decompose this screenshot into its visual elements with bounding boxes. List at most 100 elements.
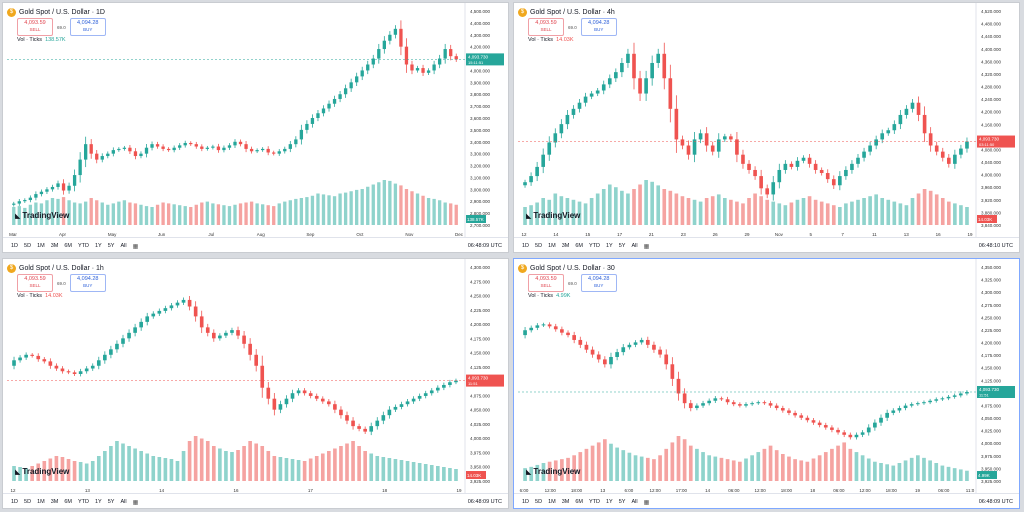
volume-bar xyxy=(211,446,216,481)
timeframe-button[interactable]: 1D xyxy=(522,499,530,505)
tradingview-logo[interactable]: ◣ TradingView xyxy=(526,211,580,220)
timeframe-button[interactable]: 3M xyxy=(561,243,570,249)
timeframe-button[interactable]: 1Y xyxy=(94,243,102,249)
price-chart[interactable]: 4,520.000 4,480.000 4,440.000 4,400.000 4,36… xyxy=(514,3,1020,253)
sell-button[interactable]: 4,093.59 SELL xyxy=(17,18,53,36)
volume-legend[interactable]: Vol · Ticks 14.03K xyxy=(528,37,574,43)
buy-button[interactable]: 4,094.28 BUY xyxy=(69,274,106,292)
timeframe-button[interactable]: 1M xyxy=(548,243,556,249)
timeframe-button[interactable]: 3M xyxy=(50,499,59,505)
tradingview-logo[interactable]: ◣ TradingView xyxy=(15,211,69,220)
timeframe-button[interactable]: 1D xyxy=(522,243,530,249)
timeframe-button[interactable]: YTD xyxy=(77,243,89,249)
timeframe-button[interactable]: YTD xyxy=(77,499,89,505)
calendar-icon[interactable]: ▦ xyxy=(643,244,650,250)
timeframe-button[interactable]: 6M xyxy=(64,243,72,249)
buy-button[interactable]: 4,094.28 BUY xyxy=(580,18,617,36)
utc-clock[interactable]: 06:48:09 UTC xyxy=(467,499,502,505)
timeframe-button[interactable]: 5Y xyxy=(618,499,626,505)
timeframe-button[interactable]: 5D xyxy=(535,243,543,249)
timeframe-button[interactable]: 1Y xyxy=(605,243,613,249)
candle-body xyxy=(609,356,613,365)
candle-body xyxy=(946,157,951,164)
volume-bar xyxy=(84,463,89,481)
calendar-icon[interactable]: ▦ xyxy=(132,244,139,250)
volume-bar xyxy=(122,200,127,225)
volume-legend[interactable]: Vol · Ticks 4.99K xyxy=(528,293,570,299)
timeframe-button[interactable]: YTD xyxy=(588,499,600,505)
symbol-title[interactable]: Gold Spot / U.S. Dollar · 4h xyxy=(530,8,615,16)
timeframe-button[interactable]: 1M xyxy=(548,499,556,505)
timeframe-button[interactable]: 1D xyxy=(11,243,19,249)
volume-bar xyxy=(332,196,337,225)
utc-clock[interactable]: 06:48:09 UTC xyxy=(467,243,502,249)
buy-button[interactable]: 4,094.28 BUY xyxy=(580,274,617,292)
timeframe-button[interactable]: 3M xyxy=(50,243,59,249)
chart-panel-30m[interactable]: $ Gold Spot / U.S. Dollar · 30 4,093.59 SEL… xyxy=(513,258,1020,509)
timeframe-button[interactable]: 5Y xyxy=(618,243,626,249)
sell-button[interactable]: 4,093.59 SELL xyxy=(528,274,564,292)
y-tick-label: 4,080.000 xyxy=(981,147,1002,152)
x-tick-label: 18 xyxy=(810,488,816,493)
symbol-title[interactable]: Gold Spot / U.S. Dollar · 1h xyxy=(19,264,104,272)
volume-bar xyxy=(254,443,259,481)
sell-button[interactable]: 4,093.59 SELL xyxy=(17,274,53,292)
timeframe-button[interactable]: All xyxy=(120,499,127,505)
timeframe-button[interactable]: 1Y xyxy=(605,499,613,505)
timeframe-button[interactable]: 6M xyxy=(575,243,583,249)
volume-legend[interactable]: Vol · Ticks 138.57K xyxy=(17,37,66,43)
utc-clock[interactable]: 06:48:10 UTC xyxy=(978,243,1013,249)
timeframe-button[interactable]: 5D xyxy=(535,499,543,505)
buy-button[interactable]: 4,094.28 BUY xyxy=(69,18,106,36)
candle-body xyxy=(771,182,776,195)
volume-bar xyxy=(656,185,661,225)
timeframe-button[interactable]: 5Y xyxy=(107,243,115,249)
timeframe-button[interactable]: 6M xyxy=(575,499,583,505)
candle-body xyxy=(886,130,891,134)
tradingview-logo[interactable]: ◣ TradingView xyxy=(526,467,580,476)
timeframe-button[interactable]: All xyxy=(120,243,127,249)
gold-symbol-icon: $ xyxy=(518,263,527,273)
volume-bar xyxy=(903,460,908,481)
timeframe-button[interactable]: YTD xyxy=(588,243,600,249)
timeframe-button[interactable]: All xyxy=(631,499,638,505)
sell-button[interactable]: 4,093.59 SELL xyxy=(528,18,564,36)
timeframe-button[interactable]: 5D xyxy=(24,499,32,505)
candle-body xyxy=(813,163,818,170)
volume-bar xyxy=(366,186,370,225)
volume-bar xyxy=(426,198,431,225)
y-tick-label: 4,050.000 xyxy=(981,416,1002,421)
volume-bar xyxy=(161,202,165,225)
candle-body xyxy=(194,144,198,147)
timeframe-button[interactable]: 5D xyxy=(24,243,32,249)
chart-panel-4h[interactable]: $ Gold Spot / U.S. Dollar · 4h 4,093.59 SEL… xyxy=(513,2,1020,253)
symbol-title[interactable]: Gold Spot / U.S. Dollar · 30 xyxy=(530,264,615,272)
chart-panel-1d[interactable]: $ Gold Spot / U.S. Dollar · 1D 4,093.59 SEL… xyxy=(2,2,509,253)
timeframe-button[interactable]: 1D xyxy=(11,499,19,505)
tradingview-logo[interactable]: ◣ TradingView xyxy=(15,467,69,476)
candle-body xyxy=(626,53,630,63)
volume-bar xyxy=(652,459,656,481)
symbol-title[interactable]: Gold Spot / U.S. Dollar · 1D xyxy=(19,8,105,16)
utc-clock[interactable]: 06:48:09 UTC xyxy=(978,499,1013,505)
timeframe-button[interactable]: 1M xyxy=(37,243,45,249)
volume-bar xyxy=(84,201,88,225)
timeframe-button[interactable]: 5Y xyxy=(107,499,115,505)
volume-bar xyxy=(787,456,791,481)
calendar-icon[interactable]: ▦ xyxy=(643,500,650,506)
volume-bar xyxy=(61,197,66,225)
timeframe-button[interactable]: All xyxy=(631,243,638,249)
timeframe-button[interactable]: 1Y xyxy=(94,499,102,505)
candle-body xyxy=(680,139,685,146)
timeframe-button[interactable]: 1M xyxy=(37,499,45,505)
volume-legend[interactable]: Vol · Ticks 14.03K xyxy=(17,293,63,299)
volume-bar xyxy=(753,193,757,225)
timeframe-button[interactable]: 6M xyxy=(64,499,72,505)
chart-panel-1h[interactable]: $ Gold Spot / U.S. Dollar · 1h 4,093.59 SEL… xyxy=(2,258,509,509)
price-chart[interactable]: 4,350.000 4,325.000 4,300.000 4,275.000 4,25… xyxy=(514,259,1020,509)
price-chart[interactable]: 4,300.000 4,275.000 4,250.000 4,225.000 4,20… xyxy=(3,259,509,509)
volume-bar xyxy=(686,198,691,225)
timeframe-button[interactable]: 3M xyxy=(561,499,570,505)
calendar-icon[interactable]: ▦ xyxy=(132,500,139,506)
price-chart[interactable]: 4,500.0004,400.0004,300.0004,200.0004,10… xyxy=(3,3,509,253)
